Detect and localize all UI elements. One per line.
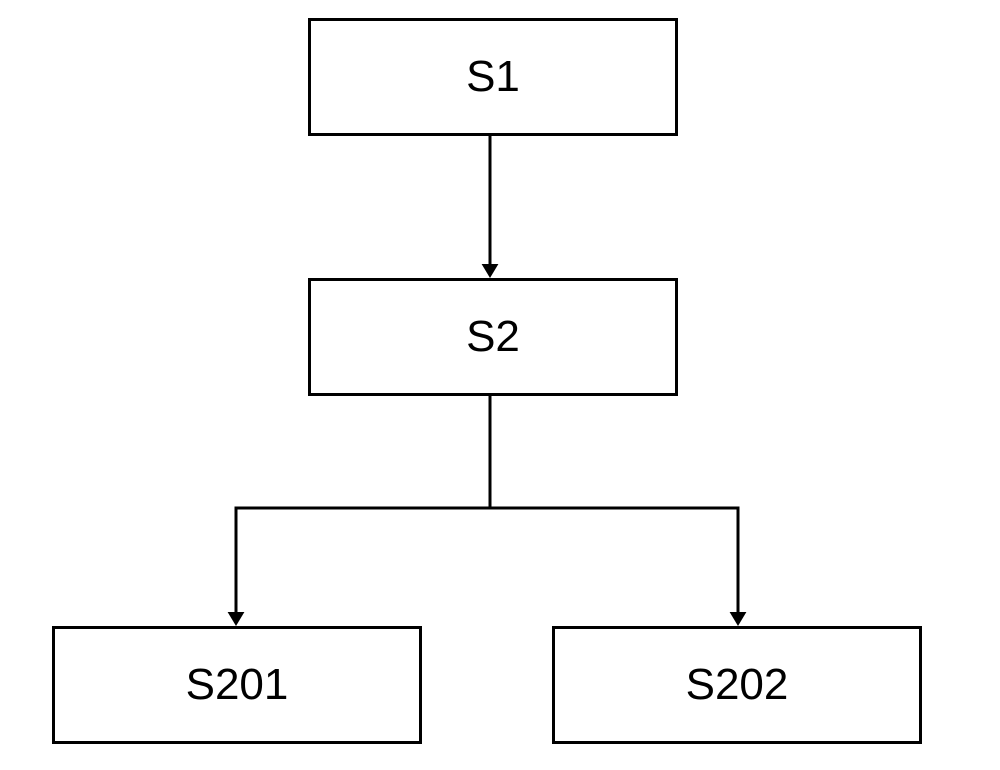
flowchart-node-s201: S201 [52,626,422,744]
node-label: S202 [686,660,789,710]
node-label: S2 [466,312,520,362]
flowchart-node-s202: S202 [552,626,922,744]
node-label: S201 [186,660,289,710]
node-label: S1 [466,52,520,102]
flowchart-node-s2: S2 [308,278,678,396]
flowchart-node-s1: S1 [308,18,678,136]
